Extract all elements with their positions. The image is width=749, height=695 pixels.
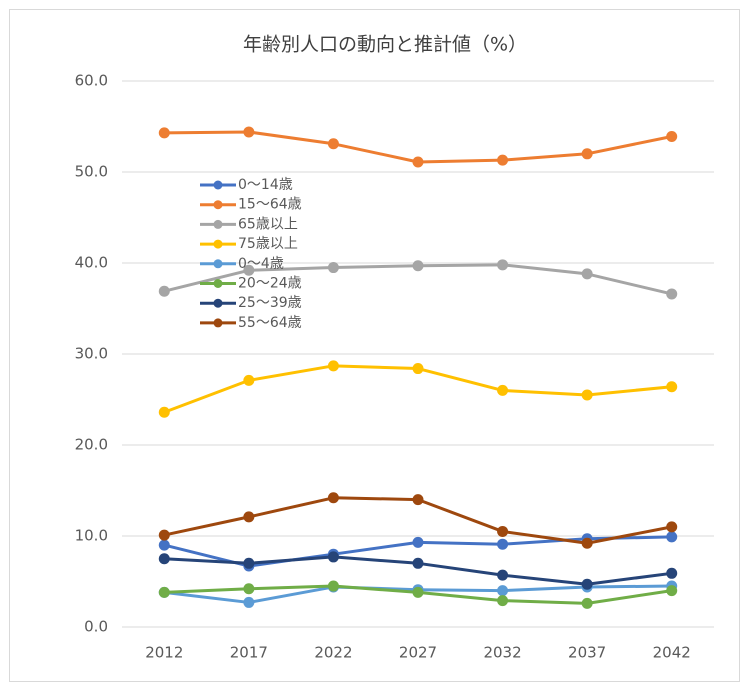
legend-marker [213, 200, 223, 210]
data-point [158, 529, 170, 541]
data-point [666, 521, 678, 533]
data-point [497, 585, 509, 597]
data-point [666, 567, 678, 579]
data-point [158, 553, 170, 565]
x-tick-label: 2032 [483, 644, 521, 662]
data-point [412, 494, 424, 506]
y-tick-label: 60.0 [75, 72, 108, 90]
data-point [412, 586, 424, 598]
y-tick-label: 40.0 [75, 254, 108, 272]
data-point [158, 539, 170, 551]
legend-marker [213, 180, 223, 190]
legend-marker [213, 318, 223, 328]
legend-label: 20〜24歳 [238, 276, 302, 292]
data-point [412, 536, 424, 548]
data-point [497, 154, 509, 166]
legend-marker [213, 219, 223, 229]
data-point [497, 595, 509, 607]
data-point [581, 597, 593, 609]
legend-label: 65歳以上 [238, 216, 298, 232]
data-point [327, 551, 339, 563]
x-tick-label: 2022 [314, 644, 352, 662]
data-point [666, 585, 678, 597]
legend-label: 15〜64歳 [238, 197, 302, 213]
chart-border [9, 9, 740, 682]
legend-label: 75歳以上 [238, 236, 298, 252]
y-tick-label: 0.0 [84, 618, 108, 636]
legend-label: 0〜14歳 [238, 177, 293, 193]
data-point [327, 262, 339, 274]
data-point [243, 264, 255, 276]
data-point [581, 537, 593, 549]
legend-label: 25〜39歳 [238, 295, 302, 311]
data-point [666, 288, 678, 300]
data-point [158, 406, 170, 418]
legend-marker [213, 259, 223, 269]
data-point [158, 127, 170, 139]
data-point [158, 586, 170, 598]
data-point [412, 363, 424, 375]
legend-marker [213, 298, 223, 308]
x-tick-label: 2012 [145, 644, 183, 662]
data-point [412, 557, 424, 569]
legend-marker [213, 279, 223, 288]
y-tick-label: 50.0 [75, 163, 108, 181]
data-point [327, 580, 339, 592]
data-point [243, 583, 255, 595]
data-point [581, 578, 593, 590]
x-tick-label: 2017 [230, 644, 268, 662]
data-point [412, 260, 424, 272]
data-point [581, 268, 593, 280]
data-point [497, 259, 509, 271]
data-point [412, 156, 424, 168]
chart-title: 年齢別人口の動向と推計値（%） [243, 34, 527, 56]
data-point [158, 285, 170, 297]
data-point [243, 557, 255, 569]
data-point [243, 596, 255, 608]
data-point [497, 384, 509, 396]
data-point [497, 538, 509, 550]
data-point [243, 511, 255, 523]
data-point [327, 492, 339, 504]
legend-marker [213, 239, 223, 249]
data-point [243, 126, 255, 138]
data-point [327, 138, 339, 150]
data-point [666, 381, 678, 393]
y-tick-label: 30.0 [75, 345, 108, 363]
x-tick-label: 2042 [653, 644, 691, 662]
data-point [581, 389, 593, 401]
data-point [497, 525, 509, 537]
legend-label: 0〜4歳 [238, 256, 284, 272]
x-tick-label: 2027 [399, 644, 437, 662]
data-point [666, 131, 678, 143]
data-point [497, 569, 509, 581]
y-tick-label: 10.0 [75, 527, 108, 545]
data-point [327, 360, 339, 372]
data-point [666, 531, 678, 543]
data-point [243, 374, 255, 386]
y-tick-label: 20.0 [75, 436, 108, 454]
data-point [581, 148, 593, 160]
legend-label: 55〜64歳 [238, 315, 302, 331]
x-tick-label: 2037 [568, 644, 606, 662]
